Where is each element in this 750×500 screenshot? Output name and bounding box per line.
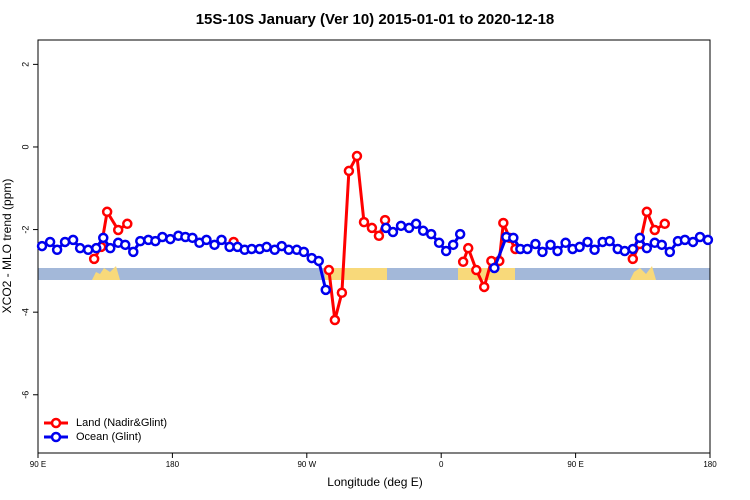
data-point [664, 246, 676, 258]
data-point [522, 243, 533, 255]
data-point [679, 234, 691, 246]
surface-strip [38, 266, 710, 280]
x-tick-label: 0 [439, 460, 444, 469]
data-point [702, 234, 714, 246]
legend-label: Land (Nadir&Glint) [76, 417, 167, 429]
data-point [122, 218, 133, 230]
data-point [343, 165, 355, 177]
data-point [425, 228, 437, 240]
data-point [574, 241, 585, 253]
data-point [641, 242, 653, 254]
data-point [82, 244, 94, 256]
plot-frame [37, 39, 711, 454]
data-point [530, 238, 541, 250]
legend-marker [50, 417, 62, 429]
data-point [209, 239, 220, 251]
x-tick-label: 180 [166, 460, 180, 469]
data-point [489, 262, 500, 274]
x-tick-label: 180 [703, 460, 717, 469]
data-point [90, 242, 102, 254]
data-point [387, 226, 399, 238]
data-point [471, 264, 482, 276]
data-point [165, 233, 176, 245]
data-point [105, 242, 116, 254]
data-point [508, 232, 519, 244]
y-tick-label: 2 [20, 62, 30, 67]
data-point [36, 240, 48, 252]
data-point [358, 216, 370, 228]
y-tick-label: -2 [20, 226, 30, 234]
data-point [67, 234, 79, 246]
data-point [135, 235, 146, 247]
data-point [537, 246, 548, 258]
y-tick-label: -4 [20, 308, 30, 316]
data-point [366, 222, 378, 234]
data-point [336, 287, 348, 299]
legend-label: Ocean (Glint) [76, 431, 141, 443]
data-point [410, 218, 422, 230]
data-point [440, 245, 452, 257]
data-point [119, 239, 131, 251]
data-point [498, 217, 509, 229]
data-point [112, 224, 124, 236]
data-point [51, 244, 63, 256]
data-point [447, 239, 459, 251]
data-point [216, 234, 227, 246]
data-point [659, 218, 671, 230]
data-point [589, 244, 600, 256]
data-point [649, 224, 660, 236]
data-point [582, 236, 593, 248]
data-point [351, 150, 363, 162]
data-point [261, 241, 272, 253]
legend-marker [50, 431, 62, 443]
data-point [552, 245, 563, 257]
data-point [283, 244, 294, 256]
y-axis-label: XCO2 - MLO trend (ppm) [0, 179, 14, 314]
data-point [320, 284, 332, 296]
data-point [433, 237, 445, 249]
data-point [44, 236, 56, 248]
data-point [627, 253, 639, 265]
data-point [323, 264, 335, 276]
data-point [454, 228, 466, 240]
data-point [88, 253, 100, 265]
data-point [560, 237, 571, 249]
data-point [74, 242, 86, 254]
data-point [687, 236, 699, 248]
y-tick-label: 0 [20, 144, 30, 149]
data-point [128, 246, 139, 258]
data-point [59, 236, 71, 248]
data-point [641, 206, 653, 218]
data-point [187, 232, 198, 244]
x-tick-label: 90 E [30, 460, 46, 469]
y-tick-label: -6 [20, 391, 30, 399]
chart-title: 15S-10S January (Ver 10) 2015-01-01 to 2… [196, 11, 555, 28]
data-point [298, 246, 310, 258]
data-point [545, 239, 556, 251]
data-point [373, 230, 385, 242]
x-tick-label: 90 E [567, 460, 583, 469]
data-point [313, 255, 324, 267]
data-point [417, 225, 429, 237]
data-point [395, 220, 407, 232]
x-tick-label: 90 W [297, 460, 316, 469]
data-point [462, 242, 474, 254]
land-strip [630, 266, 656, 280]
data-point [98, 232, 109, 244]
data-point [478, 281, 490, 293]
data-point [604, 235, 615, 247]
data-point [656, 239, 668, 251]
data-point [101, 206, 113, 218]
data-point [627, 243, 639, 255]
land-strip [325, 268, 387, 280]
data-point [634, 232, 646, 244]
data-point [457, 256, 469, 268]
x-axis-label: Longitude (deg E) [327, 475, 422, 489]
data-point [329, 314, 341, 326]
data-point [619, 245, 630, 257]
land-strip [92, 266, 120, 280]
data-point [201, 234, 212, 246]
